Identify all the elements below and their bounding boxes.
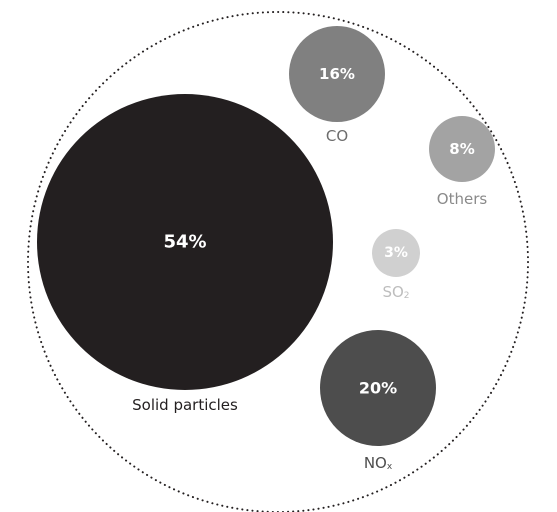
category-label-so2-sub: 2 (404, 291, 410, 301)
category-label-others-main: Others (437, 190, 488, 208)
bubble-so2 (372, 229, 420, 277)
value-label-co: 16% (319, 65, 355, 83)
category-label-solid-particles-main: Solid particles (132, 396, 238, 414)
value-label-so2: 3% (384, 245, 408, 261)
value-label-others: 8% (449, 140, 474, 158)
value-label-nox: 20% (359, 379, 397, 398)
category-label-nox-sub: x (387, 462, 393, 472)
category-label-so2-main: SO (382, 283, 403, 301)
value-label-solid-particles: 54% (163, 232, 206, 253)
bubble-others (429, 116, 495, 182)
category-label-solid-particles: Solid particles (132, 396, 238, 414)
bubble-co (289, 26, 385, 122)
bubble-solid-particles (37, 94, 333, 390)
category-label-co: CO (326, 127, 348, 145)
category-label-so2: SO2 (382, 283, 409, 301)
category-label-others: Others (437, 190, 488, 208)
category-label-nox: NOx (364, 454, 393, 472)
outer-dotted-boundary (27, 11, 529, 512)
category-label-co-main: CO (326, 127, 348, 145)
category-label-nox-main: NO (364, 454, 387, 472)
bubble-nox (320, 330, 436, 446)
